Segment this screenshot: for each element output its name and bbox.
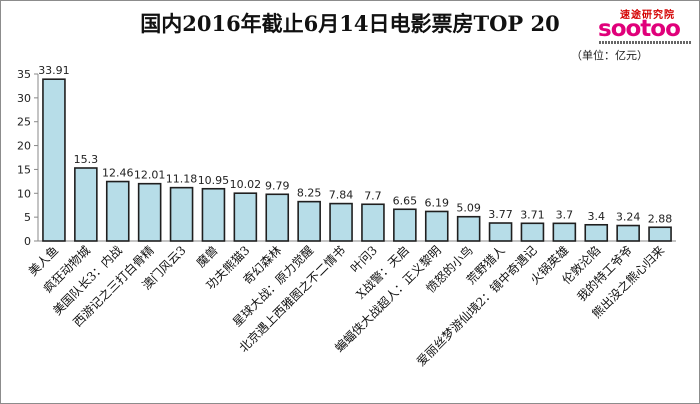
logo-tagline: 速途研究院 — [620, 10, 675, 21]
bar — [137, 182, 162, 242]
data-label: 3.7 — [556, 208, 574, 221]
bar — [201, 187, 226, 242]
data-label: 2.88 — [648, 212, 673, 225]
bar — [361, 203, 385, 242]
data-label: 15.3 — [74, 153, 99, 166]
y-tick-label: 25 — [17, 116, 31, 129]
data-label: 6.19 — [425, 196, 450, 209]
chart-title: 国内2016年截止6月14日电影票房TOP 20 — [140, 11, 560, 36]
y-tick-label: 30 — [17, 92, 31, 105]
data-label: 7.84 — [329, 189, 354, 202]
bar — [488, 222, 513, 242]
bar — [552, 222, 577, 242]
bar — [616, 224, 640, 242]
y-tick-label: 5 — [24, 211, 31, 224]
bar — [169, 186, 194, 242]
logo-underline — [599, 41, 691, 44]
y-tick-label: 35 — [17, 68, 31, 81]
bar — [74, 167, 98, 242]
bar — [520, 222, 545, 242]
x-tick-label: 魔兽 — [193, 243, 221, 271]
bar — [424, 210, 449, 242]
y-tick-label: 15 — [17, 163, 31, 176]
y-tick-label: 20 — [17, 140, 31, 153]
bar — [42, 78, 66, 242]
data-label: 3.4 — [588, 210, 606, 223]
bar — [297, 200, 321, 242]
unit-label: （单位：亿元） — [571, 49, 648, 62]
sootoo-logo: 速途研究院 sootoo — [598, 6, 694, 46]
bar — [105, 180, 130, 242]
bar — [329, 202, 353, 242]
data-label: 6.65 — [393, 194, 418, 207]
bar — [393, 208, 417, 242]
y-tick-label: 0 — [24, 235, 31, 248]
data-label: 8.25 — [297, 187, 322, 200]
data-label: 12.46 — [102, 167, 134, 180]
data-label: 11.18 — [166, 173, 198, 186]
bar — [456, 215, 481, 242]
data-label: 5.09 — [456, 202, 481, 215]
data-label: 3.24 — [616, 211, 641, 224]
data-label: 9.79 — [265, 179, 290, 192]
data-label: 33.91 — [38, 64, 70, 77]
data-label: 10.95 — [198, 174, 230, 187]
bar — [584, 223, 609, 242]
bar — [265, 193, 290, 242]
data-label: 3.71 — [520, 208, 545, 221]
data-label: 10.02 — [230, 178, 262, 191]
logo-wordmark: sootoo — [598, 16, 681, 42]
bar — [233, 192, 258, 242]
data-label: 12.01 — [134, 169, 166, 182]
bar — [648, 226, 672, 242]
data-label: 3.77 — [488, 208, 513, 221]
data-label: 7.7 — [364, 189, 382, 202]
y-tick-label: 10 — [17, 187, 31, 200]
